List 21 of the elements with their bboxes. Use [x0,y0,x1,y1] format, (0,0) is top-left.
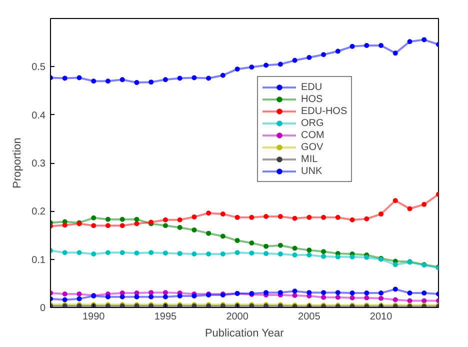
x-tick-label: 1990 [82,312,106,322]
legend-label: UNK [301,165,322,177]
legend-label: MIL [301,153,319,165]
x-tick-label: 2005 [298,312,321,322]
y-tick-label: 0.5 [32,62,46,74]
y-tick-label: 0.4 [32,110,46,122]
y-axis-title: Proportion [12,138,24,188]
legend-label: GOV [301,141,324,153]
legend-label: EDU-HOS [301,105,348,117]
x-tick-label: 1995 [154,312,178,322]
y-tick-label: 0.2 [32,206,46,218]
legend-label: EDU [301,81,322,93]
x-tick-label: 2010 [370,312,393,322]
legend-label: HOS [301,93,323,105]
x-tick-label: 2000 [226,312,249,322]
legend-label: COM [301,129,324,141]
y-tick-label: 0.1 [32,254,46,266]
y-tick-label: 0.3 [32,158,46,170]
y-tick-label: 0 [40,303,46,314]
x-axis-title: Publication Year [204,328,284,340]
legend-label: ORG [301,117,324,129]
